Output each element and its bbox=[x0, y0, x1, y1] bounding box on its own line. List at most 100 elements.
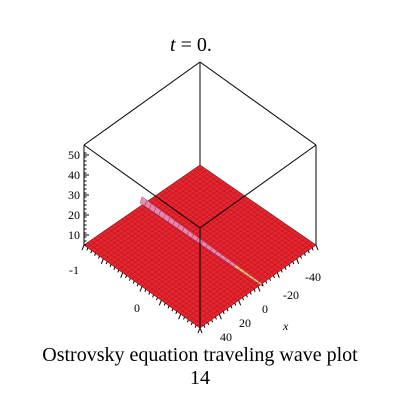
y-tick bbox=[148, 291, 151, 295]
x-tick bbox=[265, 280, 268, 284]
mesh-line bbox=[152, 197, 269, 280]
mesh-line bbox=[179, 230, 296, 314]
x-tick-label: 20 bbox=[239, 316, 251, 330]
mesh-line bbox=[175, 228, 293, 312]
x-tick bbox=[284, 266, 287, 270]
x-tick bbox=[269, 278, 272, 281]
y-tick bbox=[144, 289, 147, 292]
mesh-line bbox=[148, 209, 265, 292]
x-tick bbox=[273, 275, 275, 279]
mesh-line bbox=[145, 207, 262, 290]
x-tick bbox=[211, 319, 214, 323]
x-tick bbox=[238, 300, 242, 306]
x-tick bbox=[288, 264, 291, 268]
x-tick bbox=[249, 291, 252, 295]
box-edge-back-top-left bbox=[83, 61, 201, 146]
y-tick bbox=[117, 269, 120, 273]
y-tick bbox=[197, 327, 201, 334]
x-tick-label: -40 bbox=[305, 270, 321, 284]
mesh-line bbox=[169, 223, 286, 307]
z-tick-label: 50 bbox=[68, 148, 80, 162]
mesh-line bbox=[196, 167, 313, 248]
z-tick-label: 20 bbox=[68, 208, 80, 222]
box-edge-back-top-right bbox=[199, 61, 317, 146]
y-tick bbox=[194, 325, 197, 328]
y-tick-label: 0 bbox=[134, 301, 140, 315]
y-tick bbox=[120, 272, 124, 278]
mesh-line bbox=[172, 183, 289, 265]
mesh-line bbox=[182, 233, 300, 316]
x-tick-label: -20 bbox=[283, 288, 299, 302]
mesh-line bbox=[196, 242, 313, 326]
x-tick bbox=[261, 283, 264, 287]
x-tick bbox=[199, 327, 203, 334]
mesh-line bbox=[189, 237, 306, 321]
y-axis: -1 0 bbox=[69, 244, 201, 334]
z-tick-label: 30 bbox=[68, 188, 80, 202]
y-tick bbox=[139, 286, 143, 292]
y-tick bbox=[152, 294, 155, 298]
x-tick bbox=[315, 244, 319, 251]
x-tick bbox=[253, 289, 256, 292]
mesh-line bbox=[165, 221, 283, 304]
x-tick bbox=[207, 322, 210, 326]
y-tick bbox=[81, 244, 85, 251]
caption-line-1: Ostrovsky equation traveling wave plot bbox=[42, 344, 358, 366]
y-tick bbox=[94, 253, 97, 256]
mesh-line bbox=[172, 225, 289, 309]
title-variable: t bbox=[170, 34, 176, 56]
x-tick bbox=[218, 313, 222, 320]
z-tick-label: 40 bbox=[68, 168, 80, 182]
x-tick bbox=[311, 247, 314, 251]
y-tick bbox=[125, 275, 127, 279]
y-tick bbox=[190, 322, 193, 326]
mesh-line bbox=[162, 190, 279, 273]
y-tick bbox=[156, 297, 158, 301]
y-tick bbox=[167, 305, 170, 309]
box-edge-front-top-right bbox=[199, 144, 317, 229]
z-tick-label: 10 bbox=[68, 228, 80, 242]
y-tick bbox=[113, 266, 116, 270]
y-tick bbox=[100, 258, 104, 265]
traveling-wave-ridge bbox=[139, 196, 266, 289]
mesh-line bbox=[162, 218, 279, 302]
y-tick bbox=[98, 255, 100, 259]
surface-mesh bbox=[87, 167, 313, 326]
mesh-line bbox=[155, 214, 272, 297]
plot-title: t = 0. bbox=[170, 34, 212, 56]
bounding-box-back bbox=[83, 61, 317, 245]
y-tick bbox=[105, 261, 108, 265]
wave-shadow-segment bbox=[257, 282, 266, 289]
y-tick bbox=[90, 250, 93, 254]
caption-line-2: 14 bbox=[190, 367, 210, 389]
mesh-line bbox=[165, 188, 283, 270]
x-tick bbox=[226, 308, 229, 312]
mesh-line bbox=[175, 181, 293, 263]
y-tick bbox=[86, 247, 89, 251]
mesh-line bbox=[155, 195, 272, 277]
x-tick bbox=[242, 297, 244, 301]
mesh-line bbox=[189, 171, 306, 253]
mesh-line bbox=[152, 211, 269, 295]
x-tick bbox=[234, 302, 237, 306]
x-axis-label: x bbox=[282, 319, 289, 333]
mesh-line bbox=[193, 169, 310, 251]
y-tick bbox=[132, 280, 135, 284]
x-tick bbox=[230, 305, 233, 309]
mesh-line bbox=[169, 185, 286, 268]
x-tick-label: 0 bbox=[262, 302, 268, 316]
mesh-line bbox=[182, 176, 300, 258]
z-axis: 10 20 30 40 50 bbox=[68, 148, 89, 246]
y-tick bbox=[178, 313, 182, 320]
mesh-line bbox=[179, 178, 296, 260]
x-tick bbox=[276, 272, 280, 278]
x-tick bbox=[307, 250, 310, 254]
y-tick bbox=[109, 264, 112, 268]
x-tick bbox=[203, 325, 206, 328]
y-tick bbox=[186, 319, 189, 323]
x-tick bbox=[303, 253, 306, 256]
mesh-line bbox=[158, 193, 276, 275]
mesh-line bbox=[158, 216, 276, 299]
y-tick bbox=[175, 311, 178, 315]
